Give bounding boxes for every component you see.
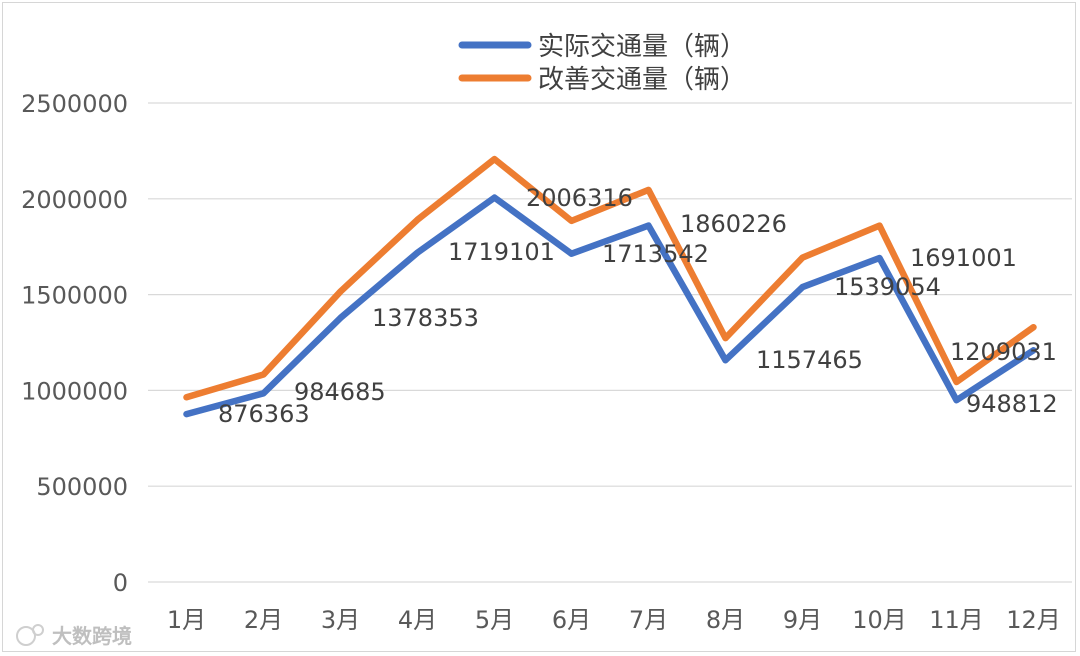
- series-lines: [183, 155, 1037, 418]
- y-axis-ticks: 0 500000 1000000 1500000 2000000 2500000: [21, 90, 128, 597]
- y-tick-label: 500000: [36, 473, 128, 501]
- data-label: 2006316: [526, 184, 633, 212]
- x-tick-label: 9月: [783, 606, 822, 634]
- x-tick-label: 7月: [629, 606, 668, 634]
- legend-label-1: 改善交通量（辆）: [538, 65, 746, 95]
- series-line-1: [183, 155, 1037, 401]
- data-label: 1860226: [680, 210, 787, 238]
- data-label: 1378353: [372, 304, 479, 332]
- data-label: 1157465: [756, 346, 863, 374]
- x-tick-label: 11月: [929, 606, 984, 634]
- y-tick-label: 1500000: [21, 282, 128, 310]
- legend-label-0: 实际交通量（辆）: [538, 32, 746, 62]
- y-tick-label: 0: [113, 569, 128, 597]
- watermark-logo-icon-dot: [32, 624, 44, 636]
- x-tick-label: 8月: [706, 606, 745, 634]
- y-tick-label: 1000000: [21, 377, 128, 405]
- data-label: 984685: [294, 378, 386, 406]
- data-label: 1713542: [602, 240, 709, 268]
- data-label: 876363: [218, 400, 310, 428]
- data-label: 948812: [966, 390, 1058, 418]
- series-line-0: [183, 194, 1037, 418]
- watermark-logo-icon: [16, 626, 36, 646]
- data-label: 1209031: [950, 338, 1057, 366]
- data-label: 1539054: [834, 273, 941, 301]
- data-label: 1719101: [448, 238, 555, 266]
- data-label: 1691001: [910, 244, 1017, 272]
- y-tick-label: 2000000: [21, 186, 128, 214]
- x-tick-label: 10月: [852, 606, 907, 634]
- x-tick-label: 3月: [321, 606, 360, 634]
- x-tick-label: 6月: [552, 606, 591, 634]
- watermark-text: 大数跨境: [52, 624, 132, 648]
- x-tick-label: 5月: [475, 606, 514, 634]
- watermark: 大数跨境: [16, 624, 132, 648]
- legend: 实际交通量（辆）改善交通量（辆）: [458, 32, 746, 95]
- gridlines: [148, 102, 1072, 583]
- x-tick-label: 1月: [167, 606, 206, 634]
- x-tick-label: 4月: [398, 606, 437, 634]
- x-tick-label: 12月: [1006, 606, 1061, 634]
- x-tick-label: 2月: [244, 606, 283, 634]
- y-tick-label: 2500000: [21, 90, 128, 118]
- x-axis-ticks: 1月 2月 3月 4月 5月 6月 7月 8月 9月 10月 11月 12月: [167, 606, 1061, 634]
